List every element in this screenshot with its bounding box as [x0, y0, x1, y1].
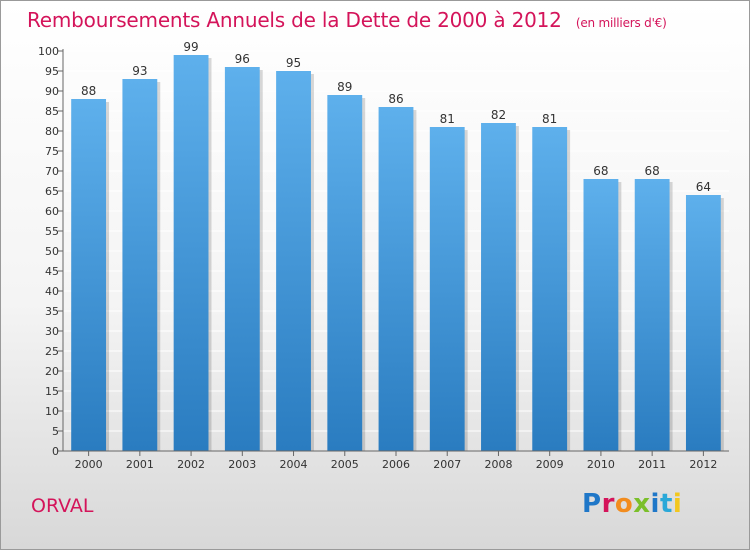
bar [173, 55, 209, 451]
x-tick-label: 2009 [536, 458, 564, 471]
y-tick-label: 25 [45, 345, 59, 358]
x-tick-label: 2007 [433, 458, 461, 471]
y-tick-label: 0 [52, 445, 59, 458]
x-tick-label: 2001 [126, 458, 154, 471]
y-tick-label: 40 [45, 285, 59, 298]
logo-letter: i [650, 489, 660, 519]
bar [634, 179, 670, 451]
bar [429, 127, 465, 451]
bar [122, 79, 158, 451]
chart-subtitle: (en milliers d'€) [575, 16, 667, 30]
bar [481, 123, 516, 451]
logo-letter: r [601, 489, 615, 519]
bar [378, 107, 414, 451]
chart-title-text: Remboursements Annuels de la Dette de 20… [27, 8, 562, 32]
data-label: 88 [81, 84, 96, 98]
proxiti-logo[interactable]: Proxiti [582, 489, 682, 519]
x-tick-label: 2011 [638, 458, 666, 471]
bar [71, 99, 107, 451]
bars [71, 55, 724, 451]
y-tick-label: 35 [45, 305, 59, 318]
x-tick-label: 2008 [484, 458, 512, 471]
data-label: 81 [440, 112, 455, 126]
x-tick-label: 2003 [228, 458, 256, 471]
bar [532, 127, 568, 451]
data-label: 99 [183, 40, 198, 54]
y-tick-label: 20 [45, 365, 59, 378]
data-label: 64 [696, 180, 711, 194]
labels: 0 5 10 15 20 25 30 35 40 45 50 55 60 65 70 75 80 85 90 95 10… [38, 40, 717, 471]
x-tick-label: 2000 [75, 458, 103, 471]
data-label: 81 [542, 112, 557, 126]
data-label: 93 [132, 64, 147, 78]
data-label: 68 [593, 164, 608, 178]
logo-letter: P [582, 489, 602, 519]
x-tick-label: 2002 [177, 458, 205, 471]
data-label: 89 [337, 80, 352, 94]
y-tick-label: 65 [45, 185, 59, 198]
y-tick-label: 80 [45, 125, 59, 138]
logo-letter: x [633, 489, 651, 519]
y-tick-label: 55 [45, 225, 59, 238]
data-label: 86 [388, 92, 403, 106]
commune-label: ORVAL [31, 495, 94, 517]
data-label: 95 [286, 56, 301, 70]
x-tick-label: 2010 [587, 458, 615, 471]
y-tick-label: 5 [52, 425, 59, 438]
data-label: 96 [235, 52, 250, 66]
y-tick-label: 90 [45, 85, 59, 98]
y-tick-label: 100 [38, 45, 59, 58]
bar [327, 95, 363, 451]
y-tick-label: 85 [45, 105, 59, 118]
logo-letter: t [659, 489, 673, 519]
y-tick-label: 60 [45, 205, 59, 218]
y-tick-label: 50 [45, 245, 59, 258]
y-tick-label: 30 [45, 325, 59, 338]
y-tick-label: 45 [45, 265, 59, 278]
y-tick-label: 75 [45, 145, 59, 158]
x-tick-label: 2005 [331, 458, 359, 471]
bar [685, 195, 721, 451]
bar [276, 71, 311, 451]
bar [224, 67, 260, 451]
y-tick-label: 15 [45, 385, 59, 398]
logo-letter: i [672, 489, 683, 519]
data-label: 68 [645, 164, 660, 178]
chart-title: Remboursements Annuels de la Dette de 20… [27, 8, 667, 32]
bar [583, 179, 619, 451]
axes [58, 49, 729, 456]
x-tick-label: 2006 [382, 458, 410, 471]
x-tick-label: 2012 [689, 458, 717, 471]
x-tick-label: 2004 [280, 458, 308, 471]
y-tick-label: 10 [45, 405, 59, 418]
y-tick-label: 95 [45, 65, 59, 78]
y-tick-label: 70 [45, 165, 59, 178]
logo-letter: o [614, 489, 634, 519]
data-label: 82 [491, 108, 506, 122]
